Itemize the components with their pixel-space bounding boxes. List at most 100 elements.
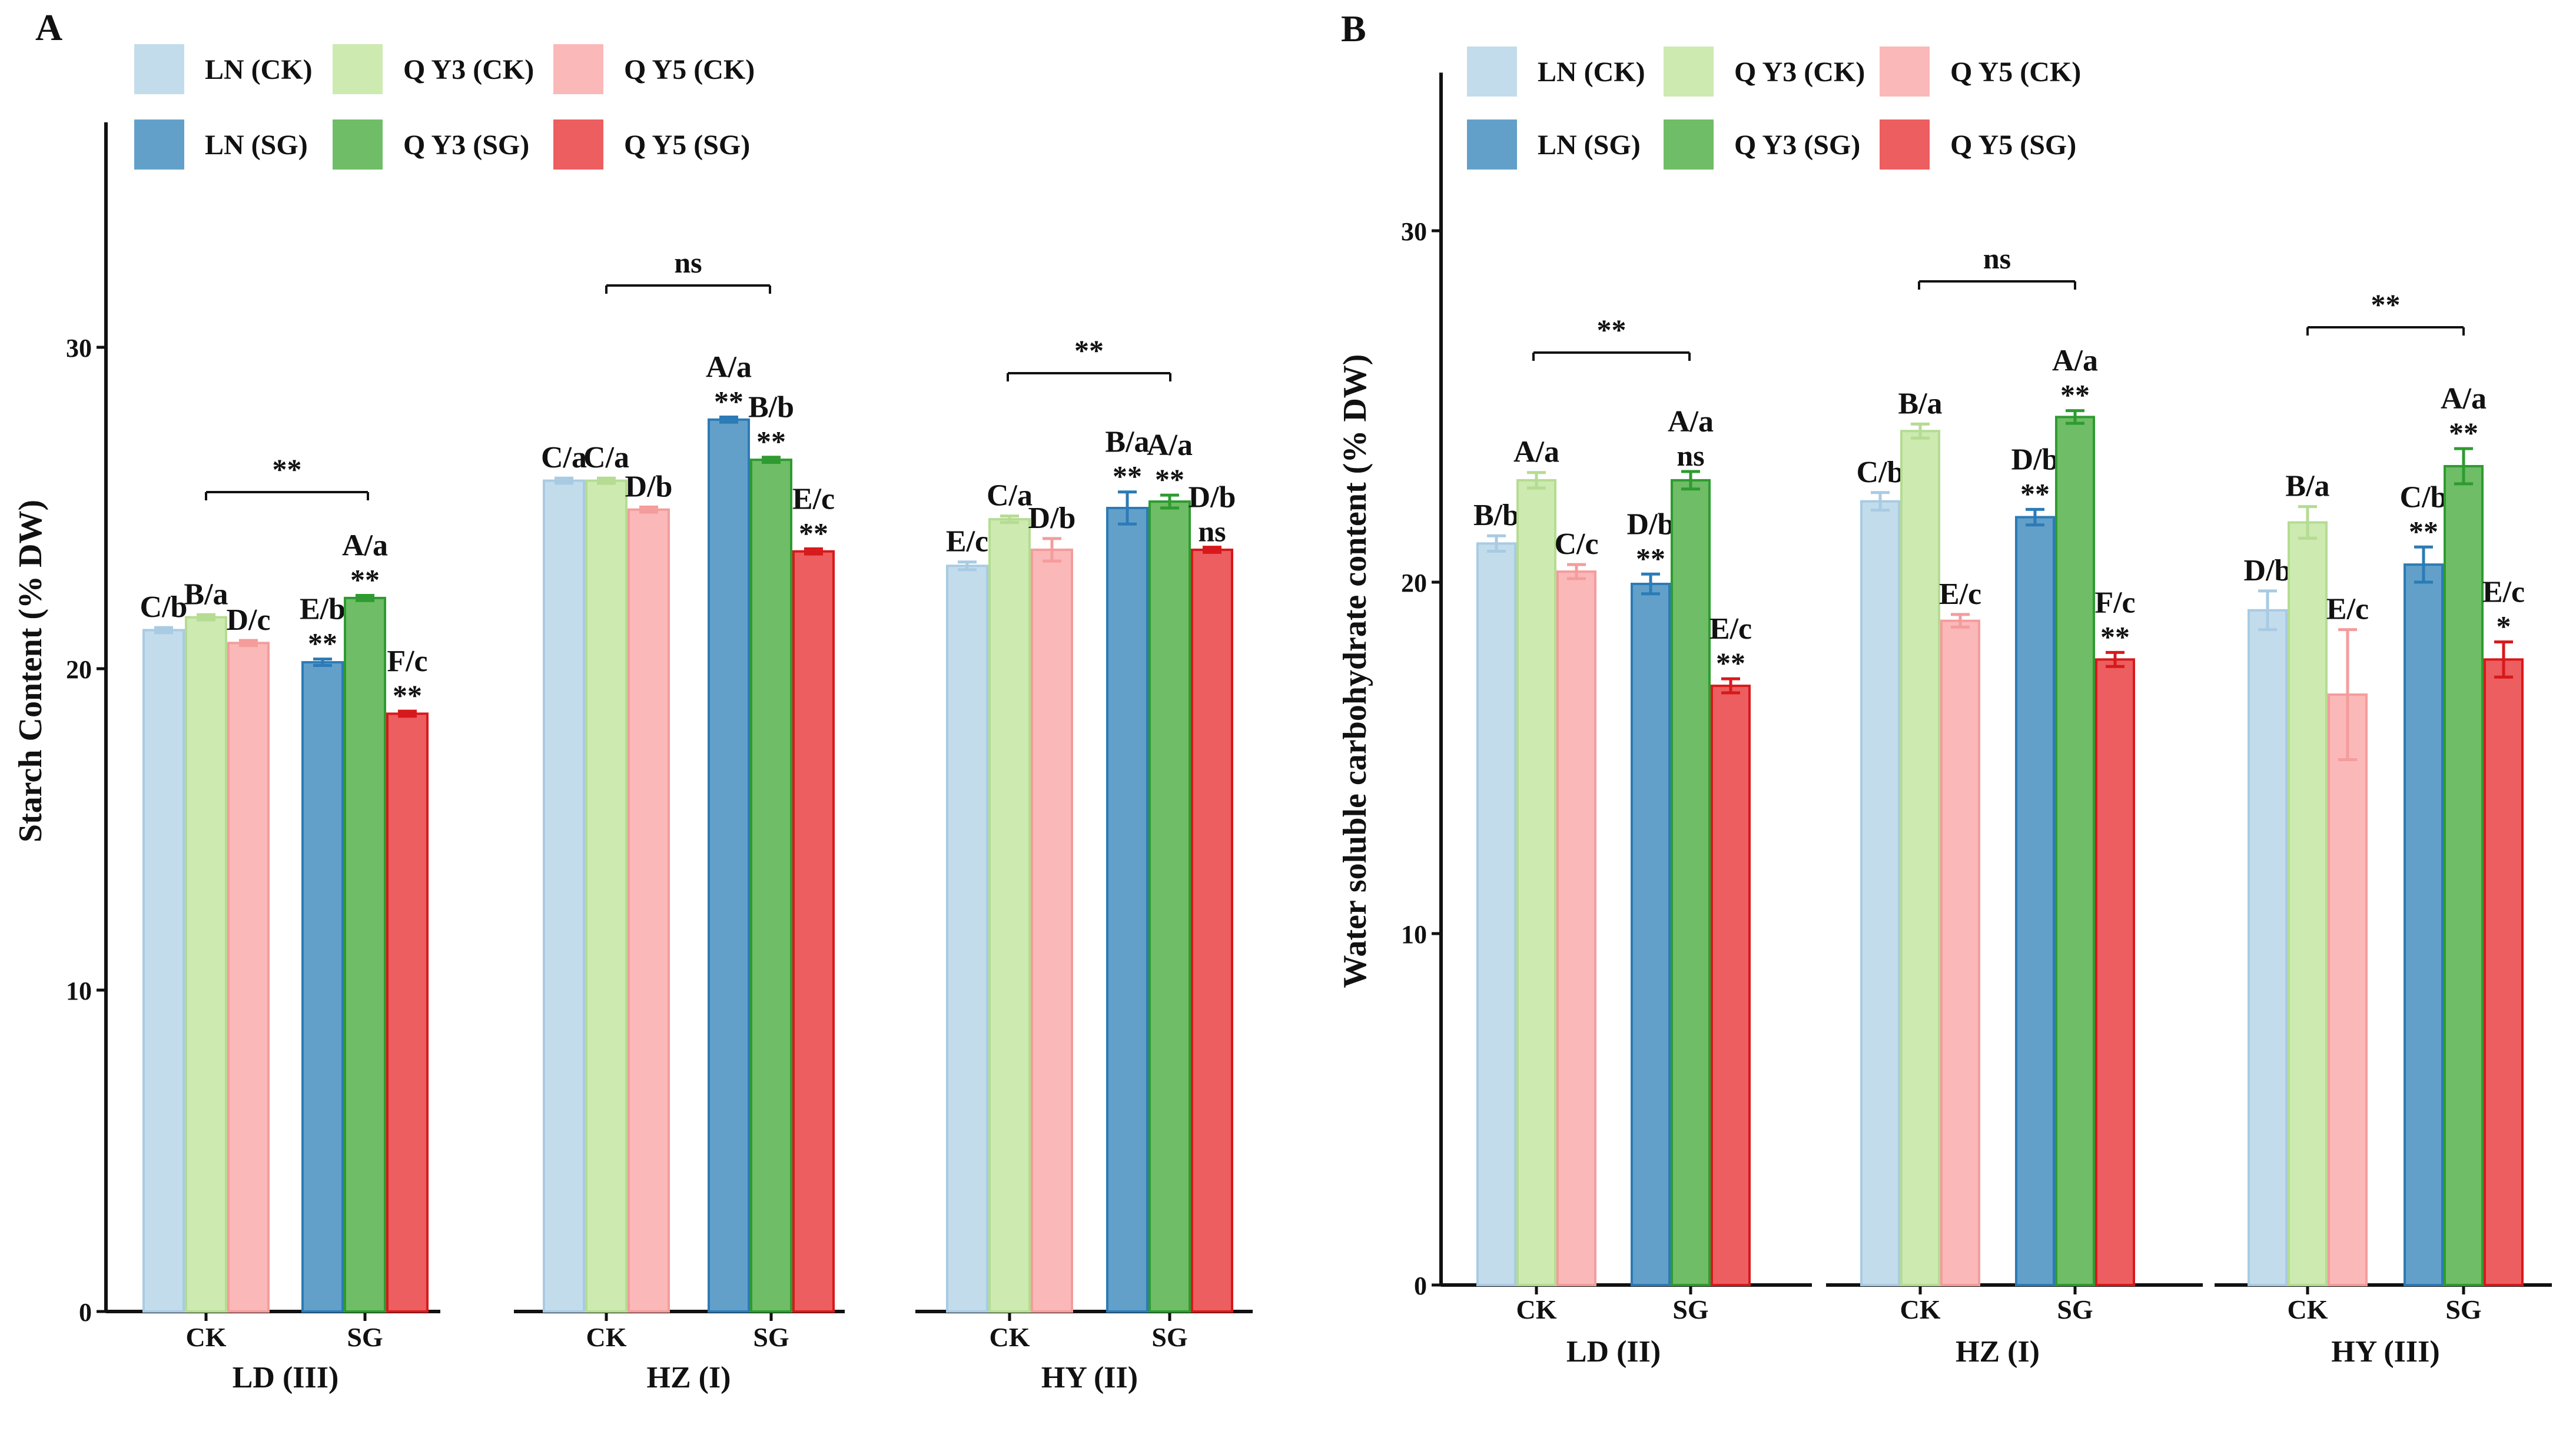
letter-label: E/c	[1939, 577, 1981, 611]
letter-label: D/b	[1189, 481, 1236, 514]
letter-label: F/c	[2094, 586, 2135, 619]
x-tick-label: CK	[2288, 1294, 2328, 1324]
letter-label: E/c	[1709, 612, 1752, 646]
group-label: HZ (I)	[647, 1361, 731, 1395]
bracket-label: ns	[674, 246, 702, 279]
x-tick-label: CK	[1900, 1294, 1941, 1324]
letter-label: A/a	[342, 529, 388, 563]
panel-label: B	[1341, 8, 1366, 49]
letter-label: C/c	[1554, 527, 1598, 561]
bar-QY5_CK	[1940, 619, 1980, 1286]
bar-QY3_SG	[1671, 479, 1711, 1286]
y-tick-label: 10	[66, 977, 92, 1005]
letter-label: D/b	[1627, 507, 1675, 541]
significance-label: **	[756, 425, 786, 458]
bar-QY5_CK	[227, 642, 270, 1313]
significance-label: **	[1636, 542, 1665, 575]
bar-QY3_SG	[2055, 416, 2095, 1286]
letter-label: D/b	[2244, 554, 2292, 587]
letter-label: C/a	[583, 441, 629, 474]
group-label: HY (III)	[2331, 1335, 2439, 1369]
bar-QY5_CK	[1556, 570, 1596, 1287]
y-axis-title: Starch Content (% DW)	[12, 500, 49, 842]
bar-QY5_CK	[2328, 693, 2368, 1287]
bar-LN_CK	[1476, 542, 1516, 1287]
legend-label: LN (CK)	[205, 54, 313, 85]
x-tick-label: SG	[1151, 1322, 1187, 1352]
bar-QY3_CK	[1900, 430, 1940, 1286]
x-tick-label: CK	[1516, 1294, 1557, 1324]
chart-panel-A: A 0 10 20 30 Starch Content (% DW) LN (CK) Q Y3…	[12, 6, 1253, 1395]
bar-QY3_CK	[988, 518, 1031, 1313]
bar-LN_SG	[1631, 582, 1671, 1286]
letter-label: A/a	[2052, 344, 2098, 378]
x-tick-label: CK	[186, 1322, 227, 1352]
legend-label: LN (CK)	[1538, 57, 1645, 88]
legend-label: Q Y5 (CK)	[624, 54, 755, 85]
significance-label: **	[2020, 477, 2050, 510]
bar-LN_CK	[543, 479, 585, 1313]
legend-swatch	[1467, 47, 1517, 97]
bar-LN_SG	[2015, 516, 2055, 1286]
bar-QY3_SG	[344, 596, 386, 1313]
bar-QY5_SG	[2484, 658, 2524, 1286]
legend-label: Q Y3 (CK)	[1734, 57, 1865, 88]
significance-label: **	[1716, 646, 1745, 679]
x-tick-label: CK	[586, 1322, 627, 1352]
legend-swatch	[1664, 47, 1714, 97]
significance-label: **	[393, 679, 422, 712]
letter-label: E/c	[2482, 575, 2525, 609]
x-tick-label: SG	[1672, 1294, 1708, 1324]
group-label: LD (III)	[233, 1361, 339, 1395]
bar-QY3_SG	[750, 459, 792, 1313]
letter-label: C/b	[1857, 456, 1904, 489]
letter-label: D/b	[1028, 502, 1076, 535]
x-tick-label: SG	[2445, 1294, 2481, 1324]
group-label: LD (II)	[1566, 1335, 1661, 1369]
legend-label: Q Y5 (SG)	[624, 130, 750, 161]
legend-swatch	[134, 44, 184, 94]
bar-LN_CK	[1860, 500, 1900, 1287]
letter-label: C/b	[140, 590, 188, 624]
legend-swatch	[333, 119, 383, 170]
bar-QY5_SG	[1191, 548, 1233, 1313]
bar-QY5_SG	[792, 550, 835, 1313]
letter-label: B/a	[2285, 470, 2329, 503]
bar-QY3_SG	[2444, 464, 2484, 1286]
x-tick-label: SG	[347, 1322, 383, 1352]
legend-label: Q Y5 (CK)	[1950, 57, 2081, 88]
legend-swatch	[553, 44, 603, 94]
significance-label: **	[2449, 416, 2478, 449]
bar-LN_SG	[708, 418, 750, 1313]
bar-LN_CK	[142, 629, 185, 1313]
y-tick-label: 20	[66, 655, 92, 684]
letter-label: E/c	[946, 525, 988, 559]
bar-QY5_CK	[1031, 548, 1073, 1313]
letter-label: C/a	[541, 441, 587, 474]
letter-label: C/b	[2400, 480, 2448, 514]
letter-label: F/c	[387, 645, 427, 678]
letter-label: B/b	[748, 391, 794, 424]
bar-LN_CK	[2248, 609, 2288, 1286]
significance-label: ns	[1198, 515, 1226, 548]
bracket-label: ns	[1983, 242, 2011, 275]
y-tick-label: 30	[66, 334, 92, 363]
x-tick-label: CK	[990, 1322, 1030, 1352]
letter-label: E/c	[792, 482, 835, 516]
panel-label: A	[35, 6, 62, 48]
bar-QY3_CK	[1516, 479, 1556, 1286]
letter-label: A/a	[2441, 382, 2487, 416]
legend-swatch	[333, 44, 383, 94]
group-label: HZ (I)	[1956, 1335, 2040, 1369]
letter-label: D/b	[625, 470, 673, 503]
significance-label: **	[1155, 463, 1184, 496]
legend-label: Q Y3 (SG)	[1734, 130, 1860, 161]
legend-swatch	[1880, 47, 1930, 97]
bracket-label: **	[1074, 334, 1104, 367]
bracket-label: **	[1597, 313, 1626, 346]
x-tick-label: SG	[753, 1322, 789, 1352]
bar-QY3_CK	[2288, 521, 2328, 1286]
